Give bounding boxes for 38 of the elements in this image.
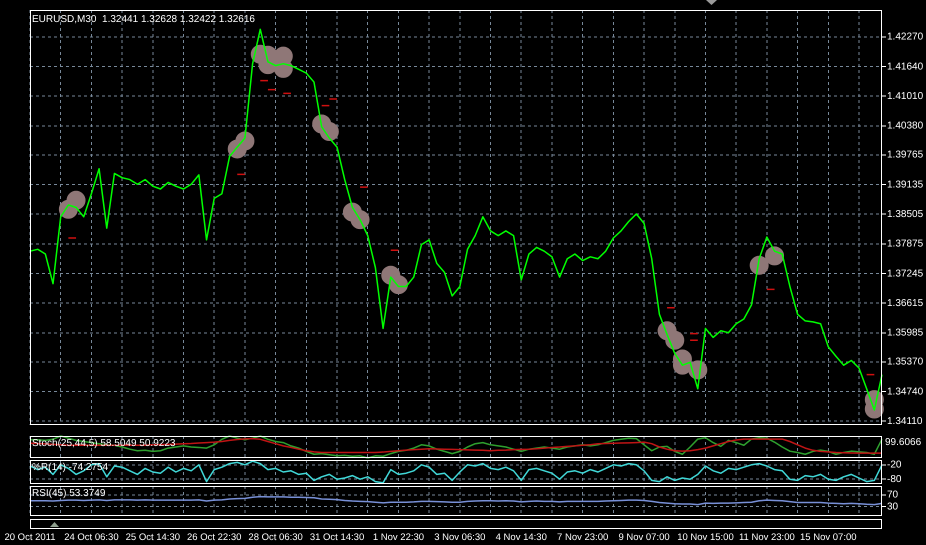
y-tick-label: 1.37875: [887, 238, 924, 250]
y-tick-label: 1.42270: [887, 32, 924, 43]
y-tick-label: -20: [887, 460, 902, 471]
chart-title: RSI(45) 53.3749: [32, 488, 106, 499]
x-tick-label: 24 Oct 06:30: [64, 532, 119, 543]
x-tick-label: 3 Nov 06:30: [434, 532, 486, 543]
y-tick-label: 1.36615: [887, 298, 924, 309]
y-tick-label: 1.39135: [887, 179, 924, 190]
x-tick-label: 7 Nov 23:00: [557, 532, 608, 543]
y-tick-label: 30: [887, 501, 899, 512]
y-tick-label: -80: [887, 474, 902, 485]
y-tick-label: 1.35370: [887, 356, 924, 368]
x-tick-label: 20 Oct 2011: [4, 532, 56, 543]
y-tick-label: 1.35985: [887, 328, 924, 339]
y-tick-label: 1.34740: [887, 386, 924, 398]
x-tick-label: 25 Oct 14:30: [126, 532, 180, 543]
chart-title: EURUSD,M30 1.32441 1.32628 1.32422 1.32616: [32, 14, 256, 25]
y-tick-label: 1.40380: [887, 120, 924, 132]
point: [665, 330, 684, 350]
x-tick-label: 28 Oct 06:30: [248, 532, 303, 543]
point: [320, 122, 339, 142]
y-tick-label: 1.37245: [887, 268, 924, 280]
x-tick-label: 1 Nov 22:30: [372, 532, 424, 543]
point: [66, 190, 86, 210]
x-tick-label: 9 Nov 07:00: [618, 532, 670, 543]
y-tick-label: 70: [887, 490, 899, 501]
y-tick-label: 1.34110: [887, 416, 923, 427]
text: 99.6066: [885, 436, 922, 448]
x-tick-label: 11 Nov 23:00: [738, 532, 795, 543]
x-tick-label: 31 Oct 14:30: [310, 532, 364, 543]
y-tick-label: 1.38505: [887, 208, 924, 220]
x-tick-label: 26 Oct 22:30: [187, 532, 242, 543]
x-tick-label: 15 Nov 07:00: [800, 532, 857, 543]
y-tick-label: 1.41010: [887, 90, 924, 102]
x-tick-label: 4 Nov 14:30: [496, 532, 547, 543]
y-tick-label: 1.41640: [887, 61, 924, 72]
x-tick-label: 10 Nov 15:00: [677, 532, 734, 543]
y-tick-label: 1.39765: [887, 150, 924, 161]
